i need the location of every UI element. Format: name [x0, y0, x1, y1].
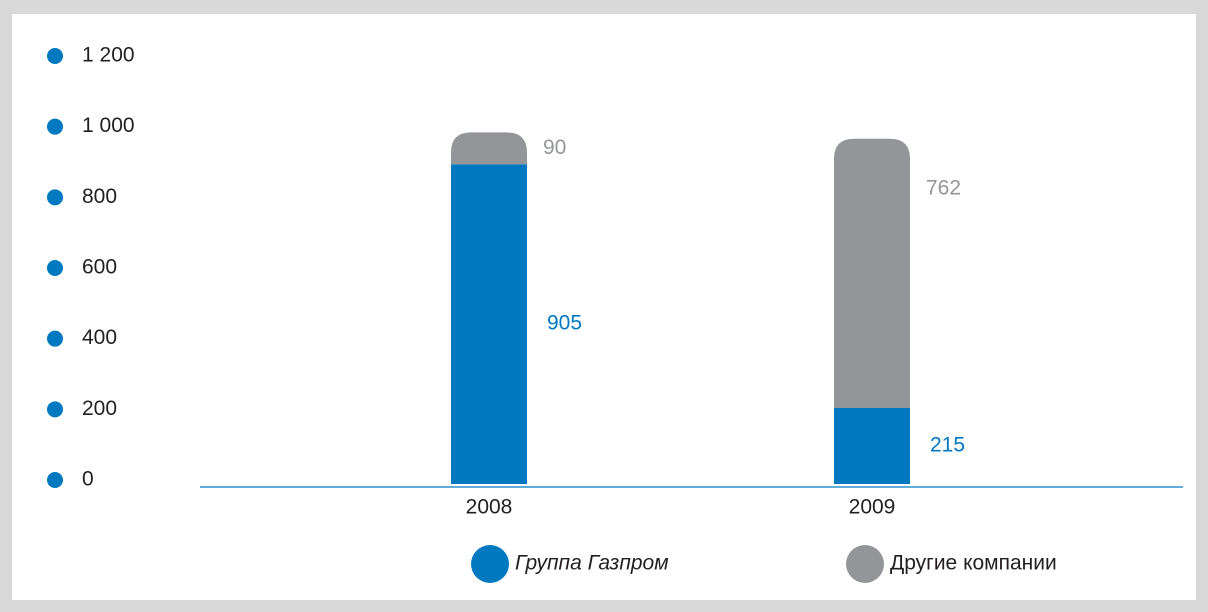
- legend-label: Группа Газпром: [515, 552, 669, 575]
- value-label: 215: [930, 434, 965, 457]
- y-tick-dot: [47, 189, 63, 206]
- y-tick-dot: [47, 260, 63, 276]
- legend-swatch: [846, 545, 884, 583]
- bar-segment: [834, 138, 910, 409]
- legend-label: Другие компании: [890, 552, 1057, 575]
- y-tick-label: 1 200: [82, 44, 135, 67]
- y-tick-dot: [47, 401, 63, 418]
- x-tick-label: 2009: [849, 496, 896, 519]
- bar-segment: [451, 132, 527, 165]
- y-tick-label: 600: [82, 256, 117, 279]
- y-tick-label: 400: [82, 326, 117, 349]
- y-tick-dot: [47, 330, 63, 347]
- y-tick-label: 800: [82, 185, 117, 208]
- bar-segment: [834, 408, 910, 484]
- y-tick-dot: [47, 472, 63, 488]
- x-tick-label: 2008: [466, 496, 513, 519]
- value-label: 762: [926, 176, 961, 199]
- panel: [12, 14, 1196, 600]
- y-tick-label: 1 000: [82, 114, 135, 137]
- y-tick-dot: [47, 48, 63, 64]
- legend-swatch: [471, 545, 509, 583]
- y-tick-label: 200: [82, 397, 117, 420]
- value-label: 905: [547, 312, 582, 335]
- y-tick-dot: [47, 118, 63, 135]
- bar-segment: [451, 164, 527, 484]
- value-label: 90: [543, 136, 566, 159]
- y-tick-label: 0: [82, 468, 94, 491]
